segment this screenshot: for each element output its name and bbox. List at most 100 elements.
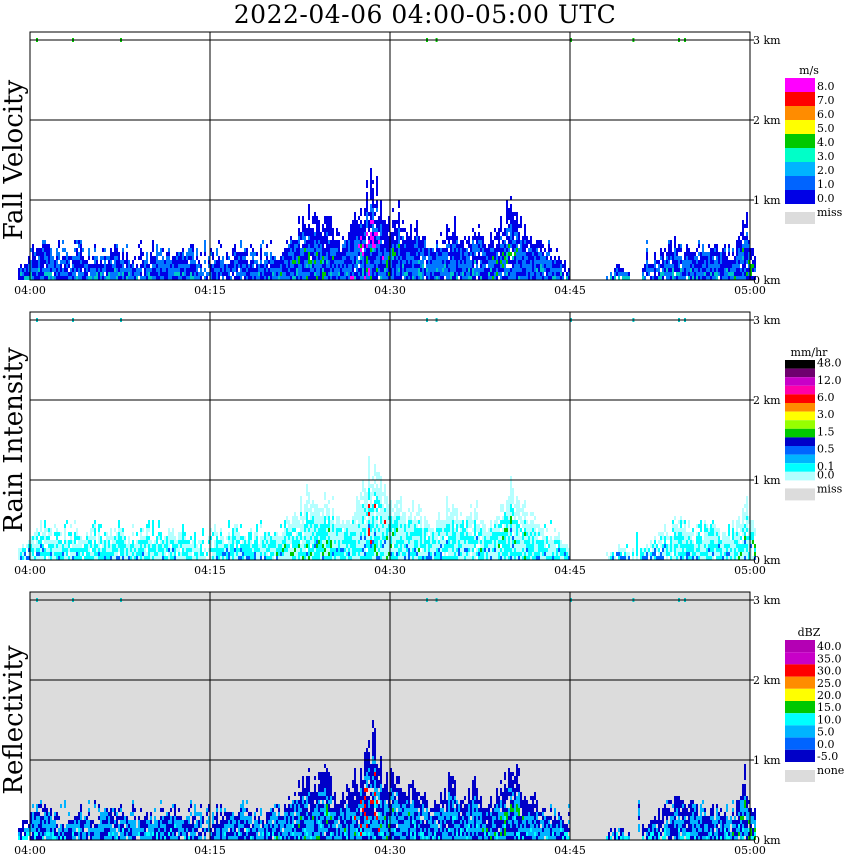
- data-cell: [498, 260, 500, 264]
- data-cell: [82, 256, 84, 260]
- data-cell: [406, 236, 408, 240]
- data-cell: [36, 252, 38, 256]
- data-cell: [702, 252, 704, 256]
- data-cell: [504, 268, 506, 272]
- data-cell: [282, 256, 284, 260]
- data-cell: [132, 260, 134, 264]
- data-cell: [364, 272, 366, 276]
- data-cell: [142, 260, 144, 264]
- data-cell: [478, 224, 480, 228]
- data-cell: [314, 248, 316, 252]
- data-cell: [154, 256, 156, 260]
- data-cell: [528, 276, 530, 280]
- data-cell: [330, 248, 332, 252]
- data-cell: [290, 256, 292, 260]
- data-cell: [204, 240, 206, 244]
- data-cell: [164, 276, 166, 280]
- data-cell: [358, 228, 360, 232]
- panel-1: 04:00 04:15 04:30 04:45 05:000 km1 km2 km3 k…: [0, 31, 843, 297]
- data-cell: [666, 268, 668, 272]
- data-cell: [398, 224, 400, 228]
- data-cell: [116, 252, 118, 256]
- data-cell: [236, 268, 238, 272]
- data-cell: [322, 236, 324, 240]
- data-cell: [304, 240, 306, 244]
- data-cell: [696, 268, 698, 272]
- data-cell: [190, 248, 192, 252]
- data-cell: [406, 232, 408, 236]
- data-cell: [440, 268, 442, 272]
- data-cell: [510, 224, 512, 228]
- data-cell: [36, 260, 38, 264]
- data-cell: [162, 268, 164, 272]
- data-cell: [750, 276, 752, 280]
- data-cell: [362, 240, 364, 244]
- data-cell: [160, 264, 162, 268]
- data-cell: [426, 248, 428, 252]
- data-cell: [348, 236, 350, 240]
- data-cell: [364, 244, 366, 248]
- data-cell: [330, 220, 332, 224]
- data-cell: [704, 276, 706, 280]
- data-cell: [158, 260, 160, 264]
- data-cell: [498, 236, 500, 240]
- data-cell: [704, 268, 706, 272]
- data-cell: [402, 236, 404, 240]
- data-cell: [74, 276, 76, 280]
- data-cell: [310, 268, 312, 272]
- data-cell: [402, 220, 404, 224]
- data-cell: [54, 552, 56, 556]
- data-cell: [44, 528, 46, 532]
- data-cell: [428, 256, 430, 260]
- data-cell: [416, 240, 418, 244]
- data-cell: [262, 276, 264, 280]
- data-cell: [168, 260, 170, 264]
- data-cell: [246, 272, 248, 276]
- data-cell: [136, 264, 138, 268]
- data-cell: [102, 256, 104, 260]
- data-cell: [326, 272, 328, 276]
- data-cell: [372, 240, 374, 244]
- data-cell: [162, 248, 164, 252]
- data-cell: [412, 260, 414, 264]
- data-cell: [58, 272, 60, 276]
- data-cell: [354, 272, 356, 276]
- data-cell: [492, 244, 494, 248]
- data-cell: [264, 260, 266, 264]
- data-cell: [308, 276, 310, 280]
- data-cell: [752, 252, 754, 256]
- data-cell: [460, 268, 462, 272]
- data-cell: [732, 252, 734, 256]
- data-cell: [388, 224, 390, 228]
- data-cell: [622, 276, 624, 280]
- data-cell: [534, 276, 536, 280]
- data-cell: [740, 232, 742, 236]
- data-cell: [614, 276, 616, 280]
- data-cell: [524, 256, 526, 260]
- data-cell: [312, 228, 314, 232]
- data-cell: [728, 268, 730, 272]
- data-cell: [416, 232, 418, 236]
- data-cell: [696, 272, 698, 276]
- data-cell: [172, 268, 174, 272]
- data-cell: [308, 216, 310, 220]
- data-cell: [92, 268, 94, 272]
- data-cell: [392, 208, 394, 212]
- data-cell: [388, 236, 390, 240]
- data-cell: [496, 272, 498, 276]
- data-cell: [316, 252, 318, 256]
- legend-label: 1.0: [817, 178, 835, 191]
- data-cell: [490, 240, 492, 244]
- data-cell: [132, 272, 134, 276]
- data-cell: [78, 264, 80, 268]
- data-cell: [282, 272, 284, 276]
- data-cell: [378, 260, 380, 264]
- data-cell: [78, 240, 80, 244]
- data-cell: [66, 264, 68, 268]
- data-cell: [94, 256, 96, 260]
- data-cell: [742, 236, 744, 240]
- data-cell: [552, 268, 554, 272]
- data-cell: [546, 272, 548, 276]
- legend-swatch: [785, 148, 815, 162]
